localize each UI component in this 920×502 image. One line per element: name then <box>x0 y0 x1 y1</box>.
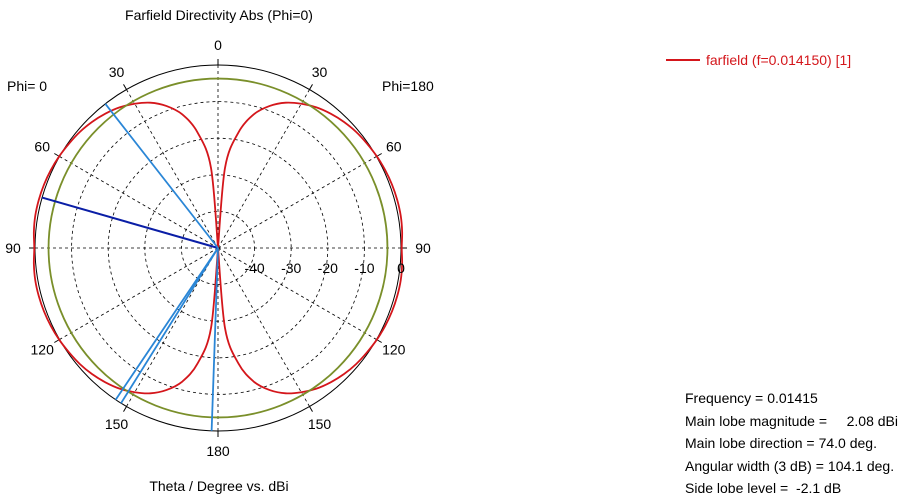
grid-spoke <box>59 156 219 249</box>
angle-tick-label: 90 <box>415 240 431 256</box>
marker-main-lobe-direction <box>41 196 219 249</box>
info-label: Main lobe magnitude = <box>685 412 828 429</box>
info-value: 0.01415 <box>767 390 818 406</box>
angle-tick-labels: 0 30 60 90 120 150 180 30 60 90 120 150 <box>5 37 431 459</box>
phi-left-label: Phi= 0 <box>7 78 48 94</box>
marker-null-direction <box>210 247 219 431</box>
radial-tick-label: -40 <box>244 260 264 276</box>
info-value: -2.1 dB <box>792 480 842 496</box>
angle-tick-mark <box>123 406 127 412</box>
info-value: 74.0 deg. <box>818 435 877 451</box>
info-value: 104.1 deg. <box>827 457 895 474</box>
marker-beamwidth-edge-lower-2 <box>120 247 219 404</box>
legend-swatch <box>666 59 700 61</box>
radial-tick-label: 0 <box>397 260 405 276</box>
info-label: Main lobe direction = <box>685 435 815 451</box>
info-label: Angular width (3 dB) = <box>685 457 824 474</box>
angle-tick-label: 180 <box>206 443 230 459</box>
angle-tick-label: 0 <box>214 37 222 53</box>
reference-ring-series <box>47 77 389 419</box>
info-row-main-lobe-direction: Main lobe direction = 74.0 deg. <box>685 432 898 455</box>
info-label: Frequency = <box>685 390 764 406</box>
angle-tick-mark <box>309 84 313 90</box>
radial-tick-label: -30 <box>281 260 301 276</box>
series-farfield-pattern <box>32 101 404 395</box>
angle-tick-label: 120 <box>31 342 55 358</box>
angle-tick-label: 60 <box>386 139 402 155</box>
marker-beamwidth-edge-lower <box>114 247 219 401</box>
info-value: 2.08 dBi <box>831 412 898 429</box>
angle-tick-label: 150 <box>105 416 129 432</box>
grid-spoke <box>217 247 377 340</box>
grid-spoke <box>59 247 219 340</box>
angle-tick-label: 30 <box>312 64 328 80</box>
angle-tick-label: 60 <box>34 139 50 155</box>
info-panel: Frequency = 0.01415 Main lobe magnitude … <box>685 387 898 500</box>
x-axis-label: Theta / Degree vs. dBi <box>149 478 289 494</box>
polar-plot: 0 30 60 90 120 150 180 30 60 90 120 150 -40 -30 -20 -1… <box>5 37 431 459</box>
grid-spoke <box>217 247 310 407</box>
grid-spoke <box>126 89 219 249</box>
series-layer <box>32 77 404 419</box>
angle-tick-label: 30 <box>109 64 125 80</box>
angle-tick-mark <box>309 406 313 412</box>
grid-spoke <box>126 247 219 407</box>
info-row-main-lobe-magnitude: Main lobe magnitude = 2.08 dBi <box>685 410 898 433</box>
grid-spoke <box>217 89 310 249</box>
radial-tick-label: -20 <box>318 260 338 276</box>
marker-layer <box>41 103 219 431</box>
angle-tick-label: 90 <box>5 240 21 256</box>
phi-right-label: Phi=180 <box>382 78 434 94</box>
angle-tick-mark <box>123 84 127 90</box>
grid-spoke <box>217 156 377 249</box>
angle-tick-label: 150 <box>308 416 332 432</box>
info-row-side-lobe-level: Side lobe level = -2.1 dB <box>685 477 898 500</box>
info-row-angular-width: Angular width (3 dB) = 104.1 deg. <box>685 455 898 478</box>
chart-title: Farfield Directivity Abs (Phi=0) <box>125 7 313 23</box>
info-label: Side lobe level = <box>685 480 789 496</box>
angle-tick-label: 120 <box>382 342 406 358</box>
radial-tick-labels: -40 -30 -20 -10 0 <box>244 260 405 276</box>
legend-entry-label: farfield (f=0.014150) [1] <box>706 52 852 68</box>
radial-tick-label: -10 <box>354 260 374 276</box>
info-row-frequency: Frequency = 0.01415 <box>685 387 898 410</box>
marker-beamwidth-edge-upper <box>104 103 219 249</box>
legend: farfield (f=0.014150) [1] <box>666 52 851 68</box>
